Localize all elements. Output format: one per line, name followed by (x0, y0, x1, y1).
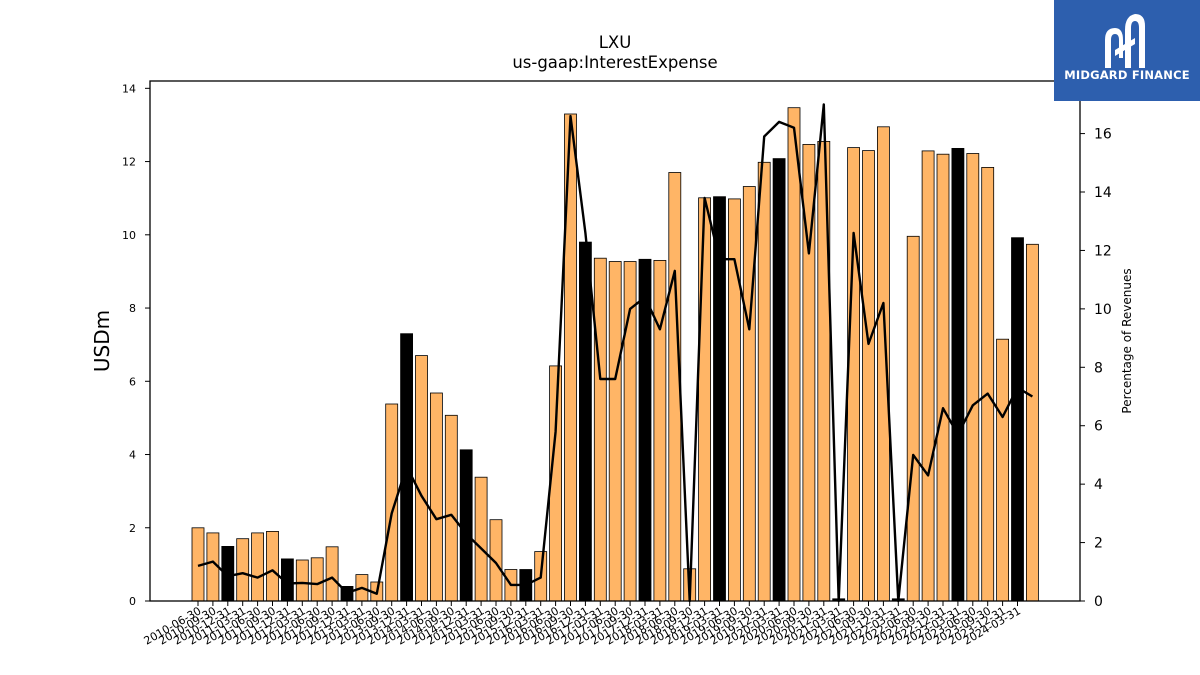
chart-title: LXU (599, 33, 632, 52)
y-axis-left-label: USDm (90, 310, 114, 372)
y2-tick-label: 6 (1094, 419, 1103, 435)
bar (847, 147, 860, 602)
bar (638, 258, 652, 602)
y-tick-label: 2 (129, 522, 136, 535)
bar (1011, 237, 1024, 602)
y-tick-label: 12 (122, 156, 136, 169)
bar-series (191, 107, 1039, 602)
bar (951, 147, 965, 602)
bar (698, 197, 711, 602)
bar (251, 532, 265, 602)
y2-tick-label: 0 (1094, 594, 1103, 610)
y-tick-label: 4 (129, 449, 136, 462)
brand-name: MIDGARD FINANCE (1064, 68, 1190, 82)
bar (981, 166, 995, 602)
bar (593, 257, 607, 602)
y-axis-right-label: Percentage of Revenues (1120, 268, 1134, 413)
y2-tick-label: 16 (1094, 127, 1112, 143)
bar (474, 476, 488, 602)
bar (772, 158, 786, 602)
bar (429, 392, 443, 602)
y2-tick-label: 2 (1094, 536, 1103, 552)
bar (757, 161, 771, 602)
bar (608, 261, 622, 602)
bar (415, 355, 428, 602)
brand-logo: MIDGARD FINANCE (1054, 0, 1200, 101)
y2-tick-label: 4 (1094, 477, 1103, 493)
y2-tick-label: 14 (1094, 185, 1112, 201)
bar (906, 235, 920, 602)
y2-tick-label: 12 (1094, 243, 1112, 259)
y-tick-label: 8 (129, 302, 136, 315)
bar (459, 449, 473, 602)
y-tick-label: 14 (122, 82, 136, 95)
bar (742, 186, 756, 602)
bar (787, 107, 801, 602)
y2-tick-label: 10 (1094, 302, 1112, 318)
bar (295, 559, 309, 602)
bar (579, 241, 592, 602)
bar (310, 557, 324, 602)
bar (1026, 243, 1039, 602)
bar (236, 538, 250, 602)
y-tick-label: 0 (129, 595, 136, 608)
bar (936, 153, 950, 602)
bar (921, 150, 935, 602)
y-tick-label: 10 (122, 229, 136, 242)
bar (266, 531, 279, 602)
bar (325, 546, 339, 602)
bar (444, 414, 458, 602)
y2-tick-label: 8 (1094, 360, 1103, 376)
y-axis-left: 0 2 4 6 8 10 12 14 (122, 82, 150, 608)
midgard-logo-icon (1105, 14, 1145, 68)
y-axis-right: 0 2 4 6 8 10 12 14 16 (1080, 127, 1112, 610)
chart-subtitle: us-gaap:InterestExpense (512, 53, 717, 72)
percentage-of-revenues-line (197, 103, 1034, 603)
x-axis: 2010-06-302010-09-302010-12-312011-03-31… (142, 601, 1023, 648)
bar (966, 153, 980, 602)
bar (996, 338, 1009, 602)
y-tick-label: 6 (129, 375, 136, 388)
bar (862, 150, 875, 602)
